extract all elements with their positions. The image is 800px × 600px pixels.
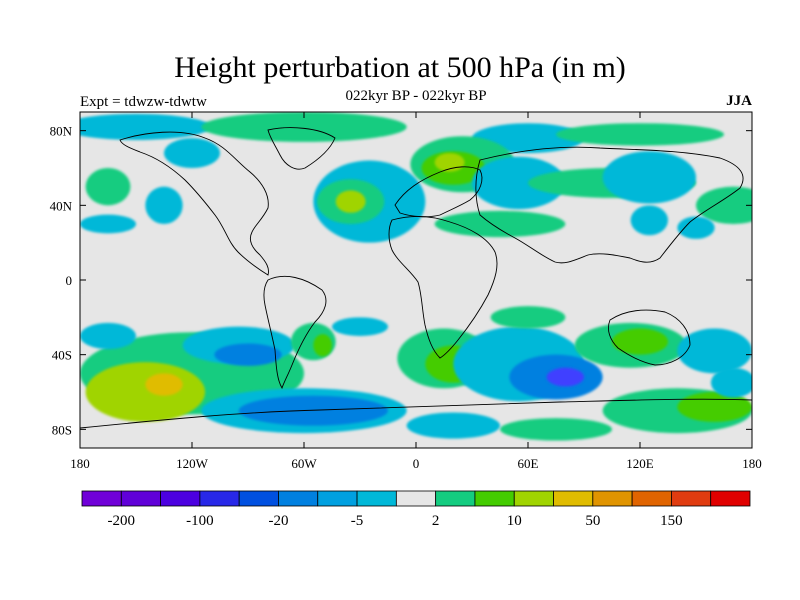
coastline-south-america (263, 276, 327, 390)
experiment-label: Expt = tdwzw-tdwtw (80, 94, 207, 110)
coastline-africa (388, 216, 498, 359)
contour-region-1 (201, 112, 407, 142)
colorbar-swatch-7 (356, 490, 397, 507)
coastline-north-america (119, 131, 269, 276)
colorbar-label: -100 (186, 513, 214, 529)
colorbar-label: 150 (660, 513, 683, 529)
colorbar-swatch-8 (395, 490, 437, 507)
contour-region-23 (145, 373, 183, 396)
contour-region-42 (406, 412, 501, 439)
lat-tick-label: 80S (52, 422, 72, 437)
contour-region-3 (556, 123, 724, 146)
contour-region-7 (335, 190, 366, 213)
contour-region-12 (434, 210, 566, 238)
axis-ticks: 80N 40N 0 40S 80S 180 120W 60W 0 60E 120E 180 (50, 112, 762, 471)
contour-region-28 (313, 334, 332, 357)
contour-region-11 (472, 156, 566, 210)
coastline-greenland (267, 127, 336, 170)
colorbar-swatch-4 (238, 490, 279, 507)
lon-tick-label: 60E (518, 456, 539, 471)
contour-region-19 (630, 205, 668, 236)
contour-region-26 (214, 343, 282, 366)
colorbar-swatch-14 (631, 490, 672, 507)
lon-tick-label: 180 (70, 456, 90, 471)
colorbar-swatch-12 (553, 490, 594, 507)
contour-region-40 (677, 328, 752, 374)
coastline-australia (607, 309, 691, 366)
season-label: JJA (726, 93, 752, 109)
colorbar-swatch-9 (435, 490, 476, 507)
colorbar-swatch-10 (474, 490, 515, 507)
colorbar-label: -20 (268, 513, 288, 529)
colorbar-swatch-5 (278, 490, 319, 507)
lon-tick-label: 180 (742, 456, 762, 471)
lon-tick-label: 120E (626, 456, 654, 471)
colorbar-swatch-6 (317, 490, 358, 507)
coastline-antarctica (80, 398, 752, 429)
contour-region-45 (710, 367, 752, 398)
colorbar-swatch-16 (710, 490, 751, 507)
lat-tick-label: 40N (50, 198, 73, 213)
coastline-asia (475, 146, 744, 264)
contour-region-0 (80, 113, 211, 140)
contour-region-43 (490, 306, 566, 329)
colorbar-swatch-13 (592, 490, 633, 507)
contour-region-15 (696, 186, 752, 224)
colorbar-swatch-1 (120, 490, 161, 507)
colorbar-label: 2 (432, 513, 440, 529)
contour-region-16 (85, 168, 131, 206)
coastline-layer (80, 127, 752, 429)
lon-tick-label: 60W (291, 456, 317, 471)
colorbar-label: 50 (585, 513, 600, 529)
colorbar-swatch-11 (513, 490, 554, 507)
colorbar-swatch-3 (199, 490, 240, 507)
contour-region-18 (80, 214, 136, 234)
colorbar-label: -5 (351, 513, 364, 529)
colorbar-swatch-0 (81, 490, 122, 507)
colorbar-swatch-2 (160, 490, 201, 507)
contour-region-14 (602, 151, 696, 204)
lon-tick-label: 0 (413, 456, 420, 471)
contour-region-4 (164, 138, 220, 168)
lat-tick-label: 40S (52, 348, 72, 363)
period-label: 022kyr BP - 022kyr BP (345, 88, 487, 104)
contour-region-17 (145, 186, 183, 224)
contour-region-24 (80, 322, 136, 350)
colorbar-label: -200 (108, 513, 136, 529)
colorbar-label: 10 (507, 513, 522, 529)
colorbar-swatch-15 (671, 490, 712, 507)
lat-tick-label: 80N (50, 124, 73, 139)
colorbar: -200 -100 -20 -5 2 10 50 150 (81, 490, 751, 529)
contour-region-22 (85, 362, 206, 422)
contour-fill-layer (80, 112, 752, 441)
lon-tick-label: 120W (176, 456, 209, 471)
contour-region-35 (546, 367, 584, 387)
contour-region-30 (238, 395, 388, 426)
contour-region-37 (612, 328, 668, 355)
coastline-europe (394, 166, 483, 218)
contour-region-44 (332, 317, 388, 336)
plot-title: Height perturbation at 500 hPa (in m) (174, 51, 626, 84)
lat-tick-label: 0 (66, 273, 73, 288)
contour-region-20 (677, 216, 715, 239)
contour-region-41 (500, 418, 612, 441)
